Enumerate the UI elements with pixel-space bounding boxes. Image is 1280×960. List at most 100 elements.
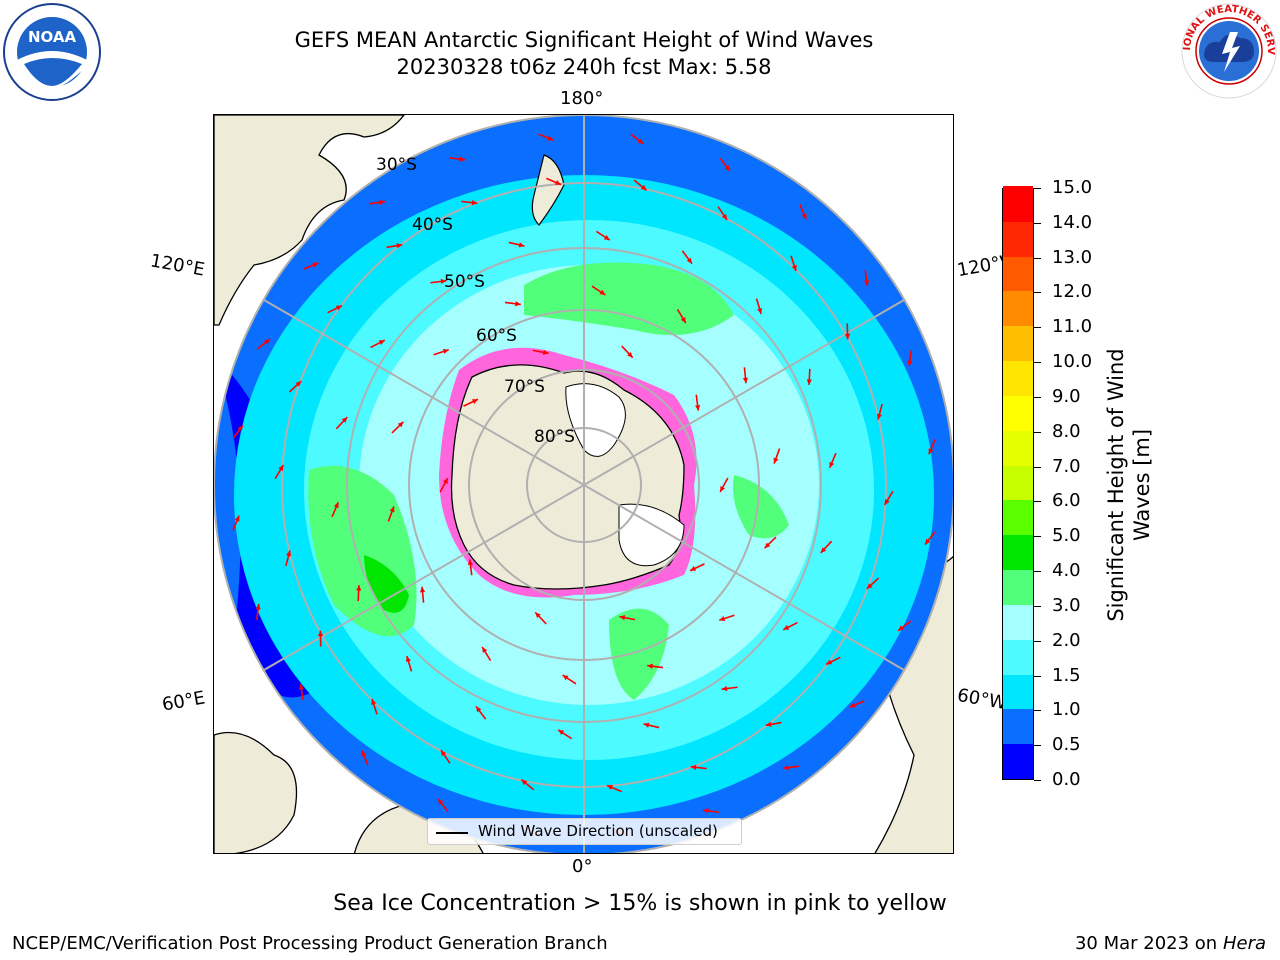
colorbar-tickmark <box>1034 292 1041 294</box>
wave-direction-arrow <box>356 585 362 602</box>
wave-direction-arrow <box>647 663 664 669</box>
colorbar-tickmark <box>1034 710 1041 712</box>
wave-direction-arrow <box>335 416 348 430</box>
band-3.0-4.0-weddell <box>733 475 789 539</box>
colorbar-segment <box>1003 430 1033 466</box>
wave-direction-arrow <box>391 421 405 434</box>
wave-direction-arrow <box>897 620 912 632</box>
map-panel: 30°S 40°S 50°S 60°S 70°S 80°S Wind Wave … <box>213 114 954 854</box>
wave-direction-arrow <box>844 323 851 340</box>
wave-direction-arrow <box>681 250 693 265</box>
colorbar-tickmark <box>1034 605 1041 607</box>
wave-direction-arrow <box>405 655 413 672</box>
colorbar-segment <box>1003 673 1033 710</box>
colorbar-tick-label: 10.0 <box>1052 351 1093 373</box>
wave-direction-arrow <box>532 349 549 355</box>
colorbar-segment <box>1003 465 1033 501</box>
wave-direction-arrow <box>606 784 623 793</box>
wave-direction-arrow <box>361 750 369 766</box>
footer-date-text: 30 Mar 2023 on <box>1074 933 1218 954</box>
colorbar-label-line1: Significant Height of Wind <box>1104 348 1128 622</box>
ross-ice-shelf <box>565 383 626 457</box>
nws-logo: NATIONAL WEATHER SERVICE <box>1180 2 1277 99</box>
wave-direction-arrow <box>702 808 719 814</box>
lon-label-120e: 120°E <box>148 250 207 281</box>
colorbar-tick-label: 15.0 <box>1052 177 1093 198</box>
wave-direction-arrow <box>806 368 812 385</box>
colorbar-segment <box>1003 604 1033 640</box>
wave-direction-arrow <box>430 278 447 285</box>
wave-direction-arrow <box>828 452 837 469</box>
wave-direction-arrow <box>433 348 450 356</box>
wave-direction-arrow <box>864 270 870 287</box>
wave-direction-arrow <box>849 700 865 708</box>
colorbar-segment <box>1003 708 1033 745</box>
lon-label-0: 0° <box>572 856 593 877</box>
wave-direction-arrow <box>538 133 554 141</box>
wave-direction-arrow <box>721 685 738 692</box>
wave-direction-arrow <box>782 765 799 771</box>
wave-direction-arrow <box>232 515 240 531</box>
wave-direction-arrow <box>595 230 611 241</box>
wave-direction-arrow <box>695 394 701 411</box>
colorbar-tick-label: 1.5 <box>1052 664 1081 686</box>
chart-title: GEFS MEAN Antarctic Significant Height o… <box>294 28 874 52</box>
colorbar-tickmark <box>1034 257 1041 259</box>
wave-direction-arrow <box>799 204 807 220</box>
colorbar-tick-label: 2.0 <box>1052 629 1081 651</box>
colorbar-tick-label: 7.0 <box>1052 455 1081 477</box>
wave-direction-arrow <box>288 380 302 393</box>
footer-date: 30 Mar 2023 on Hera <box>1075 933 1266 954</box>
wave-direction-arrow <box>633 179 648 191</box>
lon-label-60w: 60°W <box>955 684 1009 715</box>
wave-direction-arrow <box>876 403 883 420</box>
colorbar-label-line2: Waves [m] <box>1130 428 1154 542</box>
colorbar-tick-label: 0.0 <box>1052 769 1081 790</box>
lon-label-180: 180° <box>560 88 604 109</box>
wave-direction-arrow <box>386 243 403 249</box>
wave-direction-arrow <box>256 338 271 350</box>
lat-label-70s: 70°S <box>504 377 545 397</box>
wave-direction-arrow <box>765 721 782 727</box>
wave-direction-arrow <box>475 705 487 720</box>
colorbar-segment <box>1003 221 1033 257</box>
wave-direction-arrow <box>630 133 645 145</box>
colorbar-segment <box>1003 186 1033 222</box>
wave-direction-arrow <box>619 615 636 621</box>
colorbar-tickmark <box>1034 501 1041 503</box>
map-canvas: 30°S 40°S 50°S 60°S 70°S 80°S <box>214 115 953 853</box>
wave-direction-arrow <box>449 156 466 162</box>
wave-direction-arrow <box>534 611 547 625</box>
footer-machine: Hera <box>1222 933 1266 954</box>
wave-direction-arrow <box>437 798 449 813</box>
colorbar-segment <box>1003 499 1033 536</box>
lat-label-80s: 80°S <box>534 427 575 447</box>
wave-direction-arrow <box>690 764 707 770</box>
colorbar-tick-label: 8.0 <box>1052 420 1081 442</box>
colorbar-segment <box>1003 534 1033 571</box>
wave-direction-arrow <box>820 540 833 554</box>
wave-direction-arrow <box>439 477 449 493</box>
wave-direction-arrow <box>369 199 386 205</box>
colorbar-segment <box>1003 290 1033 327</box>
wave-direction-arrow <box>643 722 660 729</box>
wave-direction-arrow <box>463 398 479 407</box>
sea-ice-note: Sea Ice Concentration > 15% is shown in … <box>333 891 947 916</box>
wave-direction-arrow <box>755 298 763 315</box>
colorbar-tickmark <box>1034 640 1041 642</box>
colorbar-tick-label: 1.0 <box>1052 699 1081 721</box>
colorbar-segment <box>1003 360 1033 396</box>
lat-label-60s: 60°S <box>476 326 517 346</box>
filchner-ronne-ice-shelf <box>618 503 685 567</box>
legend-line-sample <box>436 832 468 834</box>
colorbar-tickmark <box>1034 780 1041 781</box>
colorbar-tick-label: 14.0 <box>1052 211 1093 233</box>
colorbar-segment <box>1003 256 1033 292</box>
colorbar-tick-label: 3.0 <box>1052 594 1081 616</box>
colorbar-tickmark <box>1034 675 1041 677</box>
wave-direction-arrow <box>924 531 936 546</box>
colorbar-tick-label: 9.0 <box>1052 385 1081 407</box>
wave-direction-arrow <box>907 350 913 367</box>
wave-direction-arrow <box>467 559 473 576</box>
colorbar-tickmark <box>1034 536 1041 538</box>
